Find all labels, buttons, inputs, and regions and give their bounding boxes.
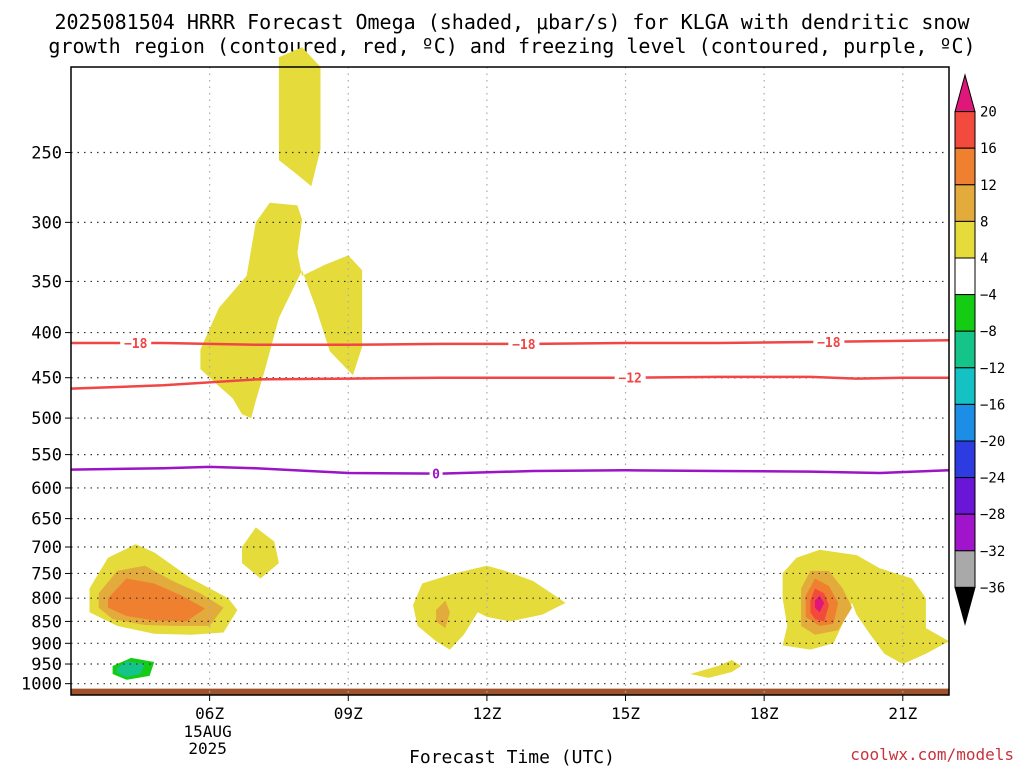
colorbar-label: 4 bbox=[980, 251, 988, 267]
chart-title-line-1: 2025081504 HRRR Forecast Omega (shaded, … bbox=[54, 10, 970, 34]
omega-area bbox=[278, 47, 321, 187]
colorbar-swatch bbox=[954, 403, 976, 442]
y-tick-label: 850 bbox=[31, 612, 62, 632]
colorbar-swatch bbox=[954, 330, 976, 369]
x-tick-label: 21Z bbox=[888, 704, 917, 723]
omega-area bbox=[436, 600, 450, 629]
grid-layer bbox=[71, 67, 949, 695]
x-tick-label: 06Z bbox=[195, 704, 224, 723]
omega-shading-layer bbox=[84, 47, 949, 684]
plot-frame bbox=[70, 66, 950, 696]
contour-label: −18 bbox=[124, 337, 148, 352]
colorbar-label: −20 bbox=[980, 434, 1005, 450]
colorbar-label: −4 bbox=[980, 288, 997, 304]
contour-label: −18 bbox=[817, 336, 841, 351]
contour-label: 0 bbox=[432, 468, 440, 483]
y-tick-label: 650 bbox=[31, 510, 62, 530]
colorbar-label: −8 bbox=[980, 324, 997, 340]
colorbar-swatch bbox=[954, 550, 976, 588]
omega-area bbox=[685, 572, 769, 624]
colorbar-swatch bbox=[954, 184, 976, 222]
x-date-label: 2025 bbox=[188, 739, 227, 758]
contour-label: −12 bbox=[618, 372, 641, 387]
contour-label: −18 bbox=[512, 338, 536, 353]
y-tick-label: 600 bbox=[31, 479, 62, 499]
y-tick-label: 250 bbox=[31, 143, 62, 163]
omega-area bbox=[690, 660, 742, 678]
omega-area bbox=[108, 578, 205, 622]
omega-area bbox=[200, 202, 363, 419]
colorbar-swatch bbox=[954, 257, 976, 296]
x-tick-label: 15Z bbox=[611, 704, 640, 723]
contour-line bbox=[70, 375, 949, 390]
colorbar-swatch bbox=[954, 367, 976, 405]
colorbar-arrow-top bbox=[954, 73, 976, 113]
colorbar-arrow-bottom bbox=[954, 586, 976, 626]
y-tick-label: 900 bbox=[31, 634, 62, 654]
omega-area bbox=[117, 661, 145, 678]
omega-area bbox=[413, 565, 566, 650]
chart-title-line-2: growth region (contoured, red, ºC) and f… bbox=[48, 34, 976, 58]
colorbar-label: −24 bbox=[980, 471, 1005, 487]
x-tick-label: 09Z bbox=[334, 704, 363, 723]
y-tick-label: 950 bbox=[31, 655, 62, 675]
colorbar-label: −32 bbox=[980, 544, 1005, 560]
y-tick-label: 400 bbox=[31, 324, 62, 344]
contour-label-bg bbox=[429, 465, 443, 481]
colorbar-label: 16 bbox=[980, 141, 997, 157]
x-date-label: 15AUG bbox=[184, 722, 232, 741]
y-tick-label: 800 bbox=[31, 589, 62, 609]
x-tick-label: 12Z bbox=[472, 704, 501, 723]
contour-label-bg bbox=[614, 369, 646, 385]
contour-layer: −18 −18 −18 −12 0 bbox=[70, 333, 950, 483]
x-axis-title: Forecast Time (UTC) bbox=[409, 747, 615, 768]
contour-line bbox=[70, 465, 950, 475]
colorbar-label: 20 bbox=[980, 105, 997, 121]
colorbar-swatch bbox=[954, 147, 976, 186]
y-tick-label: 450 bbox=[31, 369, 62, 389]
y-tick-label: 1000 bbox=[21, 675, 62, 695]
colorbar-label: −28 bbox=[980, 507, 1005, 523]
colorbar-label: −36 bbox=[980, 580, 1005, 596]
colorbar-swatch bbox=[954, 477, 976, 515]
y-axis: 2503003504004505005506006507007508008509… bbox=[21, 143, 71, 695]
omega-area bbox=[477, 660, 510, 682]
y-tick-label: 550 bbox=[31, 446, 62, 466]
omega-area bbox=[242, 527, 279, 579]
omega-area bbox=[815, 595, 825, 613]
y-tick-label: 350 bbox=[31, 272, 62, 292]
y-tick-label: 500 bbox=[31, 409, 62, 429]
y-tick-label: 750 bbox=[31, 564, 62, 584]
colorbar-swatch bbox=[954, 294, 976, 332]
terrain-surface bbox=[71, 688, 949, 695]
y-tick-label: 700 bbox=[31, 538, 62, 558]
colorbar-label: 12 bbox=[980, 178, 997, 194]
colorbar-label: −16 bbox=[980, 397, 1005, 413]
colorbar-swatch bbox=[954, 111, 976, 149]
omega-area bbox=[791, 668, 829, 678]
terrain-layer bbox=[71, 688, 949, 695]
colorbar-swatch bbox=[954, 440, 976, 479]
colorbar-label: −12 bbox=[980, 361, 1005, 377]
credit-link[interactable]: coolwx.com/models bbox=[850, 745, 1014, 764]
x-tick-label: 18Z bbox=[750, 704, 779, 723]
colorbar-label: 8 bbox=[980, 214, 988, 230]
contour-label-bg bbox=[508, 335, 540, 351]
contour-label-bg bbox=[813, 333, 845, 349]
colorbar-swatch bbox=[954, 220, 976, 259]
colorbar: 20 16 12 8 4 −4 −8 −12 −16 −20 −24 −28 −32 −36 bbox=[954, 73, 1005, 626]
contour-label-bg bbox=[120, 334, 152, 350]
colorbar-swatch bbox=[954, 513, 976, 552]
y-tick-label: 300 bbox=[31, 213, 62, 233]
